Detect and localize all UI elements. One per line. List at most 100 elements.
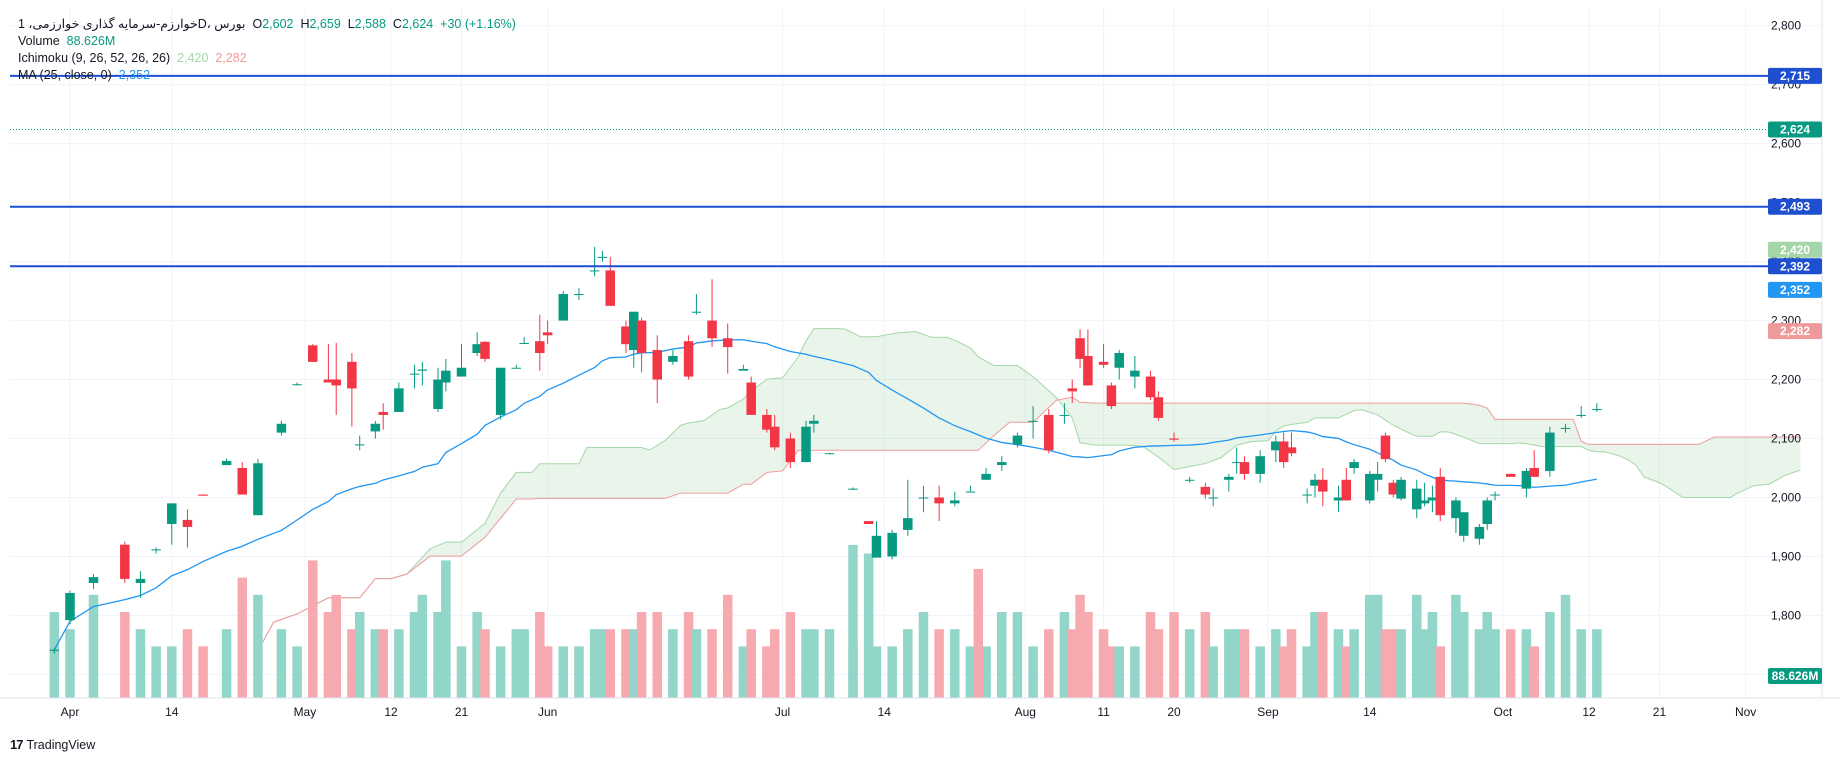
candle-body — [1427, 497, 1438, 501]
volume-bar — [167, 646, 177, 698]
candle-body — [1114, 353, 1124, 368]
candle-body — [1286, 447, 1297, 454]
volume-bar — [636, 612, 647, 698]
candle-body — [511, 367, 522, 369]
time-tick-label: Aug — [1015, 705, 1036, 719]
candle-body — [1333, 497, 1344, 501]
volume-bar — [1396, 629, 1406, 698]
volume-value: 88.626M — [66, 34, 116, 48]
candle-body — [519, 342, 529, 344]
volume-bar — [1458, 612, 1469, 698]
candle-body — [1059, 414, 1070, 416]
candle-body — [1365, 473, 1375, 501]
volume-bar — [542, 646, 553, 698]
time-tick-label: 12 — [384, 705, 398, 719]
volume-bar — [182, 629, 193, 698]
price-badge — [1768, 121, 1822, 138]
volume-bars — [49, 544, 1602, 698]
volume-bar — [871, 646, 882, 698]
time-tick-label: Nov — [1735, 705, 1756, 719]
price-labels: 2,715 2,624 2,493 2,420 2,392 2,352 2,282 88.62… — [1768, 67, 1822, 684]
candle-body — [480, 341, 490, 359]
time-tick-label: 14 — [878, 705, 892, 719]
volume-bar — [887, 646, 897, 698]
candle-body — [997, 462, 1007, 466]
price-badge-label: 2,392 — [1780, 259, 1810, 273]
candle-body — [1372, 473, 1383, 480]
volume-bar — [824, 629, 835, 698]
volume-bar — [1372, 594, 1383, 698]
candle-body — [1224, 476, 1234, 480]
volume-bar — [535, 612, 545, 698]
time-tick-label: 11 — [1097, 705, 1110, 719]
volume-bar — [934, 629, 944, 698]
candle-body — [981, 473, 991, 480]
time-tick-label: Oct — [1494, 705, 1513, 719]
volume-bar — [973, 569, 984, 698]
candle-body — [1412, 488, 1422, 510]
tradingview-brand[interactable]: 17 TradingView — [10, 737, 95, 752]
volume-row[interactable]: Volume 88.626M — [18, 33, 516, 50]
volume-bar — [409, 612, 420, 698]
candle-body — [1208, 497, 1218, 499]
price-tick-label: 2,200 — [1771, 373, 1801, 387]
price-badge — [1768, 323, 1822, 340]
volume-bar — [1419, 629, 1430, 698]
volume-bar — [1388, 629, 1399, 698]
low-label: L — [347, 17, 355, 31]
volume-bar — [1505, 629, 1516, 698]
volume-bar — [1271, 629, 1281, 698]
volume-bar — [1083, 612, 1093, 698]
candle-body — [409, 373, 420, 375]
price-tick-label: 1,800 — [1771, 608, 1801, 622]
volume-badge — [1768, 668, 1822, 684]
ichimoku-span-b-value: 2,282 — [215, 51, 247, 65]
volume-bar — [1341, 646, 1352, 698]
volume-bar — [1474, 629, 1485, 698]
horizontal-lines[interactable] — [10, 74, 1822, 268]
candle-body — [1044, 414, 1054, 451]
price-badge-label: 2,420 — [1780, 243, 1810, 257]
candle-body — [636, 320, 647, 353]
volume-bar — [1145, 612, 1156, 698]
volume-bar — [1239, 629, 1250, 698]
candle-body — [1239, 462, 1250, 474]
volume-bar — [981, 646, 991, 698]
candle-body — [722, 338, 733, 348]
volume-bar — [1521, 629, 1532, 698]
candle-body — [542, 332, 553, 336]
candle-body — [417, 369, 428, 371]
price-badge-label: 2,715 — [1780, 69, 1810, 83]
ichimoku-span-b — [257, 396, 1801, 652]
volume-bar — [1592, 629, 1602, 698]
symbol-name[interactable]: خوارزم‌-سرمایه گذاری خوارزمی، 1D، بورس — [18, 17, 246, 31]
volume-bar — [1286, 629, 1297, 698]
candles — [49, 246, 1602, 654]
volume-bar — [292, 646, 302, 698]
time-tick-label: Sep — [1257, 705, 1279, 719]
candle-body — [558, 294, 569, 321]
ma-row[interactable]: MA (25, close, 0) 2,352 — [18, 67, 516, 84]
candle-body — [1474, 526, 1485, 539]
price-badge — [1768, 241, 1822, 258]
volume-bar — [1427, 612, 1438, 698]
price-badge — [1768, 198, 1822, 215]
candle-body — [1458, 512, 1469, 536]
candle-body — [198, 494, 208, 496]
volume-bar — [1349, 629, 1359, 698]
candle-body — [1255, 456, 1265, 474]
symbol-row[interactable]: خوارزم‌-سرمایه گذاری خوارزمی، 1D، بورس O… — [18, 16, 516, 33]
ichimoku-row[interactable]: Ichimoku (9, 26, 52, 26, 26) 2,420 2,282 — [18, 50, 516, 67]
candle-body — [1012, 435, 1023, 445]
candle-body — [292, 384, 302, 386]
candle-body — [347, 361, 357, 389]
volume-label: Volume — [18, 34, 60, 48]
time-tick-label: 21 — [1653, 705, 1667, 719]
open-label: O — [252, 17, 263, 31]
candle-body — [1482, 500, 1492, 525]
volume-bar — [276, 629, 287, 698]
close-value: 2,624 — [401, 17, 434, 31]
candle-body — [1560, 427, 1571, 429]
volume-bar — [1560, 594, 1571, 698]
